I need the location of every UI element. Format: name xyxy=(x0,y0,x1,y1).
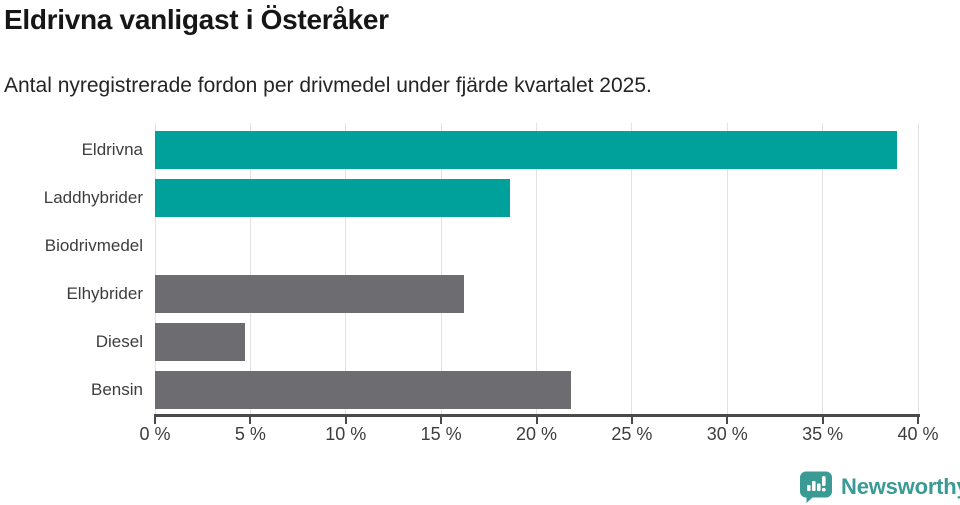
bar-row xyxy=(155,174,918,222)
gridline xyxy=(917,123,919,414)
chart-subtitle: Antal nyregistrerade fordon per drivmede… xyxy=(4,74,652,97)
bar xyxy=(155,275,464,313)
x-axis-tick xyxy=(344,417,347,424)
bar xyxy=(155,179,510,217)
bar-rows xyxy=(155,126,918,414)
gridline xyxy=(631,123,633,414)
newsworthy-logo-icon xyxy=(799,471,833,503)
gridline xyxy=(440,123,442,414)
x-axis-tick xyxy=(535,417,538,424)
gridline xyxy=(249,123,251,414)
plot-area xyxy=(154,123,919,414)
category-label: Elhybrider xyxy=(66,284,143,303)
bar-row xyxy=(155,318,918,366)
x-axis-tick-label: 40 % xyxy=(897,424,939,444)
x-axis-tick-label: 15 % xyxy=(420,424,462,444)
bar-row xyxy=(155,126,918,174)
x-axis-tick xyxy=(440,417,443,424)
bar xyxy=(155,131,898,169)
x-axis-tick xyxy=(249,417,252,424)
bar-row xyxy=(155,222,918,270)
category-label: Laddhybrider xyxy=(43,188,143,207)
chart-title: Eldrivna vanligast i Österåker xyxy=(4,4,389,35)
x-axis-tick-label: 10 % xyxy=(325,424,367,444)
category-label: Diesel xyxy=(95,332,143,351)
category-label: Eldrivna xyxy=(81,140,143,159)
bar xyxy=(155,371,571,409)
category-label: Bensin xyxy=(91,380,143,399)
gridline xyxy=(822,123,824,414)
gridline xyxy=(536,123,537,414)
x-axis-tick-label: 5 % xyxy=(234,424,266,444)
bar-row xyxy=(155,366,918,414)
gridline xyxy=(345,123,347,414)
x-axis-tick xyxy=(726,417,729,424)
bar-row xyxy=(155,270,918,318)
gridline xyxy=(726,123,728,414)
bar xyxy=(155,323,245,361)
x-axis-tick xyxy=(630,417,633,424)
x-axis-tick-label: 0 % xyxy=(139,424,171,444)
category-labels: Eldrivna Laddhybrider Biodrivmedel Elhybrid… xyxy=(0,126,143,414)
x-axis-tick-label: 35 % xyxy=(802,424,844,444)
x-axis-tick-label: 30 % xyxy=(706,424,748,444)
gridline xyxy=(154,123,156,414)
newsworthy-brand-name: Newsworthy xyxy=(841,474,960,499)
x-axis-tick xyxy=(821,417,824,424)
newsworthy-logo[interactable]: Newsworthy xyxy=(799,471,960,503)
category-label: Biodrivmedel xyxy=(44,236,143,255)
x-axis-tick-label: 20 % xyxy=(515,424,558,444)
x-axis-tick-label: 25 % xyxy=(611,424,653,444)
x-axis-line xyxy=(154,414,920,417)
x-axis-tick xyxy=(917,417,919,424)
x-axis-tick xyxy=(154,417,156,424)
